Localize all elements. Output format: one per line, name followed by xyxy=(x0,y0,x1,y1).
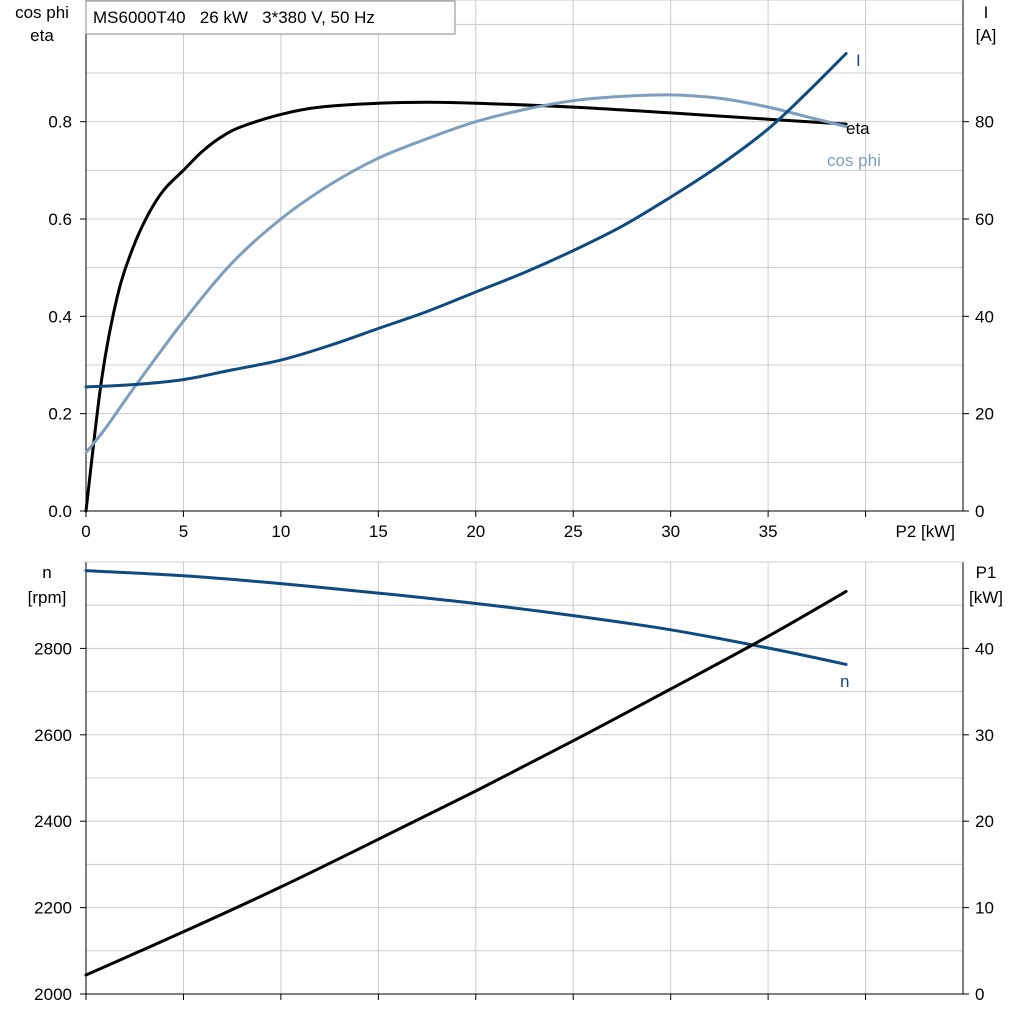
top-right-tick-label: 40 xyxy=(975,307,994,326)
top-right-tick-label: 60 xyxy=(975,210,994,229)
top-right-tick-label: 0 xyxy=(975,502,984,521)
top-left-axis-title: eta xyxy=(30,26,54,45)
bottom-right-tick-label: 30 xyxy=(975,726,994,745)
bottom-right-axis-title: P1 xyxy=(976,563,997,582)
n-curve xyxy=(84,569,848,666)
p1-curve xyxy=(84,589,848,977)
bottom-right-tick-label: 0 xyxy=(975,985,984,1004)
top-right-tick-label: 80 xyxy=(975,113,994,132)
eta-curve-label: eta xyxy=(846,119,870,138)
cos-phi-curve-label: cos phi xyxy=(827,151,881,170)
top-left-tick-label: 0.0 xyxy=(48,502,72,521)
chart-title-box: MS6000T40 26 kW 3*380 V, 50 Hz xyxy=(85,0,456,35)
top-left-tick-label: 0.6 xyxy=(48,210,72,229)
top-x-tick-label: 25 xyxy=(564,522,583,541)
bottom-left-axis-title: [rpm] xyxy=(28,588,67,607)
bottom-left-tick-label: 2400 xyxy=(34,812,72,831)
bottom-left-tick-label: 2000 xyxy=(34,985,72,1004)
top-x-axis-title: P2 [kW] xyxy=(895,522,955,541)
chart-title: MS6000T40 26 kW 3*380 V, 50 Hz xyxy=(93,8,375,27)
top-left-tick-label: 0.8 xyxy=(48,113,72,132)
top-x-tick-label: 30 xyxy=(661,522,680,541)
bottom-chart-grid xyxy=(85,561,964,995)
eta-curve xyxy=(84,100,848,513)
i-curve-label: I xyxy=(856,51,861,70)
bottom-right-axis-title: [kW] xyxy=(969,588,1003,607)
top-x-tick-label: 0 xyxy=(81,522,90,541)
bottom-right-tick-label: 40 xyxy=(975,639,994,658)
bottom-left-tick-label: 2600 xyxy=(34,726,72,745)
bottom-left-axis-title: n xyxy=(42,563,51,582)
top-x-tick-label: 35 xyxy=(759,522,778,541)
curves xyxy=(84,52,848,977)
top-left-tick-label: 0.4 xyxy=(48,307,72,326)
axis-labels: 0.0 0.2 0.4 0.6 0.8 0 20 40 60 80 0 5 10 15 20 25 30 35 P2… xyxy=(15,3,1003,1004)
bottom-left-tick-label: 2800 xyxy=(34,639,72,658)
top-right-tick-label: 20 xyxy=(975,405,994,424)
cos-phi-curve xyxy=(84,93,848,455)
top-right-axis-title: I xyxy=(984,3,989,22)
top-x-tick-label: 5 xyxy=(179,522,188,541)
top-x-tick-label: 20 xyxy=(466,522,485,541)
n-curve-label: n xyxy=(840,672,849,691)
top-left-tick-label: 0.2 xyxy=(48,405,72,424)
top-x-tick-label: 10 xyxy=(271,522,290,541)
i-curve xyxy=(84,52,848,389)
top-left-axis-title: cos phi xyxy=(15,3,69,22)
top-right-axis-title: [A] xyxy=(976,26,997,45)
top-chart-grid xyxy=(85,0,964,512)
bottom-left-tick-label: 2200 xyxy=(34,899,72,918)
top-x-tick-label: 15 xyxy=(369,522,388,541)
bottom-right-tick-label: 20 xyxy=(975,812,994,831)
bottom-right-tick-label: 10 xyxy=(975,899,994,918)
